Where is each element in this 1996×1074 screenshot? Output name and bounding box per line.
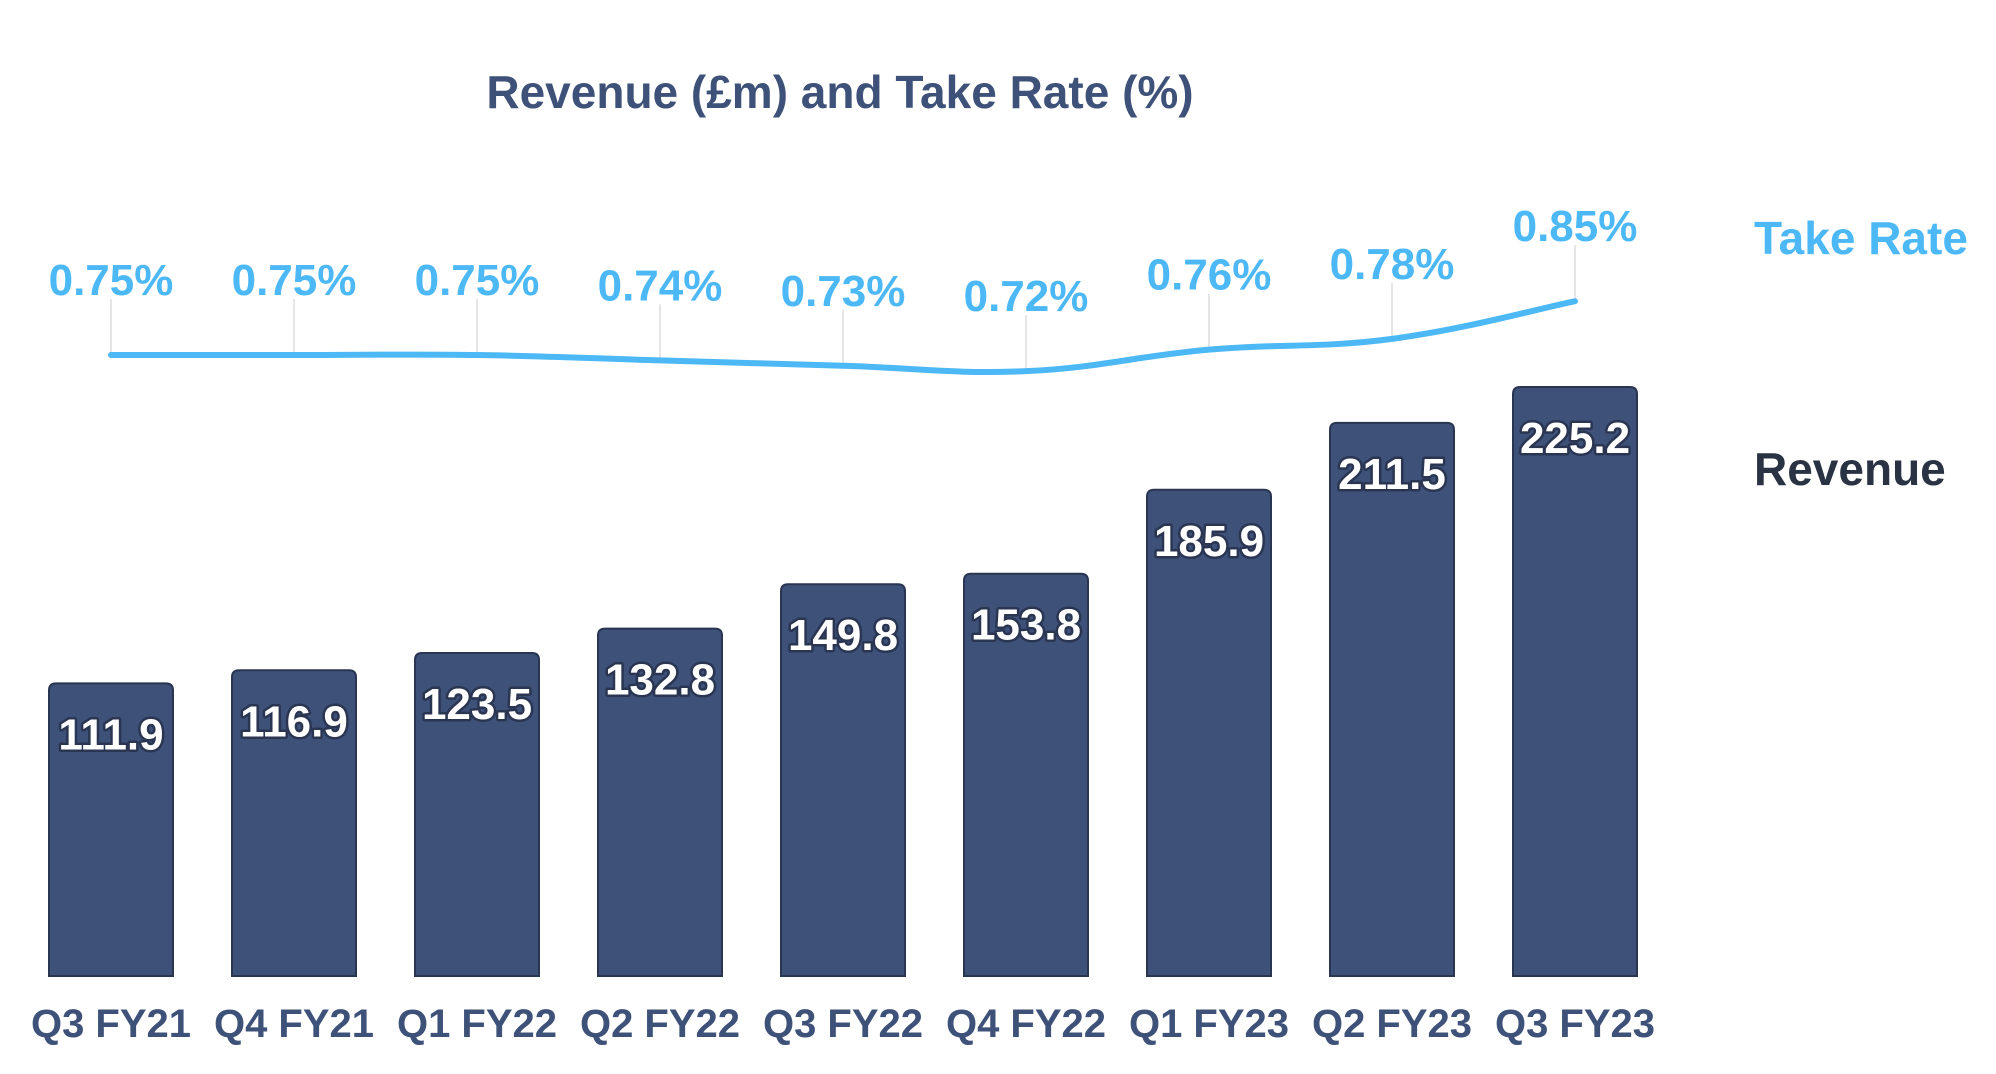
take-rate-value-label: 0.76% — [1147, 251, 1272, 300]
take-rate-value-label: 0.85% — [1513, 202, 1638, 251]
revenue-value-label: 185.9 — [1154, 517, 1264, 566]
revenue-value-label: 132.8 — [605, 656, 715, 705]
legend-revenue: Revenue — [1754, 443, 1946, 495]
x-axis-label: Q4 FY21 — [214, 1002, 374, 1046]
revenue-bar — [597, 627, 723, 977]
revenue-bars — [48, 386, 1638, 977]
revenue-bar — [963, 572, 1089, 977]
take-rate-line — [108, 298, 1578, 376]
x-axis-label: Q3 FY23 — [1495, 1002, 1655, 1046]
chart-title: Revenue (£m) and Take Rate (%) — [486, 66, 1193, 118]
revenue-value-label: 123.5 — [422, 680, 532, 729]
x-axis-label: Q2 FY23 — [1312, 1002, 1472, 1046]
take-rate-value-label: 0.74% — [598, 261, 723, 310]
revenue-bar — [1512, 386, 1638, 977]
x-axis-label: Q4 FY22 — [946, 1002, 1106, 1046]
x-axis-label: Q1 FY23 — [1129, 1002, 1289, 1046]
revenue-value-label: 153.8 — [971, 601, 1081, 650]
take-rate-value-label: 0.75% — [415, 256, 540, 305]
take-rate-value-label: 0.72% — [964, 272, 1089, 321]
take-rate-value-label: 0.75% — [49, 256, 174, 305]
revenue-bar — [48, 682, 174, 977]
revenue-value-label: 116.9 — [240, 697, 348, 746]
x-axis-label: Q2 FY22 — [580, 1002, 740, 1046]
revenue-bar — [231, 669, 357, 977]
take-rate-connectors — [110, 245, 1576, 372]
revenue-bar — [414, 651, 540, 977]
take-rate-value-label: 0.73% — [781, 267, 906, 316]
x-axis-labels: Q3 FY21 Q4 FY21 Q1 FY22 Q2 FY22 Q3 FY22 Q4 FY… — [31, 1002, 1655, 1046]
revenue-labels: 111.9 116.9 123.5 132.8 149.8 153.8 185.9 211.5… — [56, 412, 1633, 762]
x-axis-label: Q3 FY22 — [763, 1002, 923, 1046]
revenue-value-label: 111.9 — [58, 710, 163, 759]
take-rate-value-label: 0.78% — [1330, 240, 1455, 289]
x-axis-label: Q1 FY22 — [397, 1002, 557, 1046]
revenue-value-label: 149.8 — [788, 611, 898, 660]
take-rate-labels: 0.75% 0.75% 0.75% 0.74% 0.73% 0.72% 0.76% 0.78%… — [49, 202, 1638, 321]
revenue-bar — [1329, 421, 1455, 977]
revenue-bar — [780, 583, 906, 977]
revenue-value-label: 211.5 — [1338, 450, 1446, 499]
x-axis-label: Q3 FY21 — [31, 1002, 191, 1046]
revenue-value-label: 225.2 — [1520, 414, 1630, 463]
take-rate-value-label: 0.75% — [232, 256, 357, 305]
legend-take-rate: Take Rate — [1754, 212, 1968, 264]
revenue-bar — [1146, 488, 1272, 977]
